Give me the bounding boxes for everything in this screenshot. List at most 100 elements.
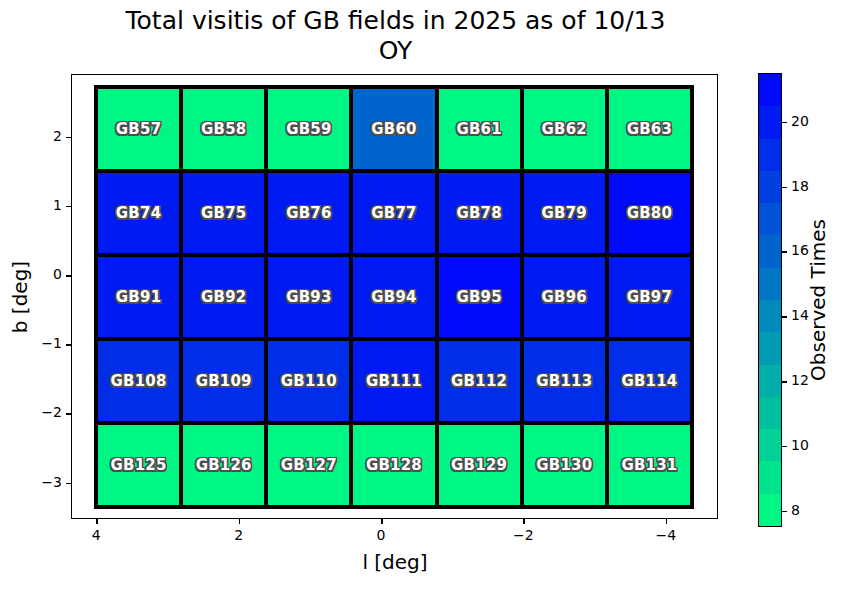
heatmap-cell: GB61: [439, 89, 520, 169]
colorbar-band: [759, 300, 781, 332]
heatmap-cell: GB63: [609, 89, 690, 169]
heatmap-cell: GB91: [98, 257, 179, 337]
heatmap-cell: GB112: [439, 341, 520, 421]
field-label: GB94: [371, 288, 416, 306]
heatmap-cell: GB126: [183, 425, 264, 505]
heatmap-cell: GB110: [268, 341, 349, 421]
field-label: GB125: [111, 456, 167, 474]
field-label: GB128: [366, 456, 422, 474]
field-label: GB112: [451, 372, 507, 390]
heatmap-cell: GB74: [98, 173, 179, 253]
colorbar-band: [759, 268, 781, 300]
colorbar-band: [759, 397, 781, 429]
heatmap-cell: GB79: [524, 173, 605, 253]
colorbar-band: [759, 365, 781, 397]
heatmap-cell: GB92: [183, 257, 264, 337]
x-tick-label: −4: [646, 527, 686, 543]
heatmap-grid: GB57 GB58 GB59 GB60 GB61 GB62 GB63 GB74 GB75 GB76…: [94, 85, 694, 509]
heatmap-cell: GB96: [524, 257, 605, 337]
heatmap-cell: GB129: [439, 425, 520, 505]
heatmap-cell: GB131: [609, 425, 690, 505]
x-axis-label: l [deg]: [362, 550, 427, 574]
colorbar-band: [759, 139, 781, 171]
heatmap-cell: GB97: [609, 257, 690, 337]
heatmap-cell: GB111: [353, 341, 434, 421]
colorbar-tick-mark: [782, 316, 787, 318]
field-label: GB79: [542, 204, 587, 222]
y-tick-mark: [66, 137, 71, 139]
y-tick-label: −1: [24, 335, 62, 351]
field-label: GB61: [456, 120, 501, 138]
field-label: GB78: [456, 204, 501, 222]
colorbar-band: [759, 494, 781, 526]
field-label: GB111: [366, 372, 422, 390]
heatmap-cell: GB58: [183, 89, 264, 169]
heatmap-cell: GB95: [439, 257, 520, 337]
field-label: GB74: [116, 204, 161, 222]
heatmap-cell: GB59: [268, 89, 349, 169]
colorbar-band: [759, 203, 781, 235]
chart-title: Total visitis of GB fields in 2025 as of…: [0, 6, 791, 66]
x-tick-label: −2: [503, 527, 543, 543]
field-label: GB108: [111, 372, 167, 390]
field-label: GB126: [196, 456, 252, 474]
heatmap-cell: GB60: [353, 89, 434, 169]
x-tick-label: 0: [361, 527, 401, 543]
colorbar-tick-label: 10: [791, 437, 809, 453]
field-label: GB114: [621, 372, 677, 390]
x-tick-mark: [96, 519, 98, 524]
heatmap-cell: GB128: [353, 425, 434, 505]
heatmap-cell: GB62: [524, 89, 605, 169]
field-label: GB97: [627, 288, 672, 306]
field-label: GB127: [281, 456, 337, 474]
colorbar-band: [759, 429, 781, 461]
heatmap-cell: GB130: [524, 425, 605, 505]
colorbar-tick-mark: [782, 381, 787, 383]
y-tick-mark: [66, 206, 71, 208]
heatmap-cell: GB75: [183, 173, 264, 253]
colorbar-tick-mark: [782, 122, 787, 124]
colorbar-tick-label: 20: [791, 113, 809, 129]
x-tick-label: 2: [219, 527, 259, 543]
field-label: GB57: [116, 120, 161, 138]
field-label: GB76: [286, 204, 331, 222]
field-label: GB95: [456, 288, 501, 306]
colorbar-tick-mark: [782, 511, 787, 513]
y-tick-mark: [66, 344, 71, 346]
colorbar-band: [759, 235, 781, 267]
field-label: GB131: [621, 456, 677, 474]
heatmap-cell: GB108: [98, 341, 179, 421]
colorbar: [758, 73, 782, 527]
x-tick-mark: [381, 519, 383, 524]
colorbar-tick-mark: [782, 187, 787, 189]
field-label: GB59: [286, 120, 331, 138]
heatmap-cell: GB109: [183, 341, 264, 421]
field-label: GB113: [536, 372, 592, 390]
y-tick-label: −2: [24, 404, 62, 420]
x-tick-mark: [239, 519, 241, 524]
field-label: GB129: [451, 456, 507, 474]
heatmap-cell: GB77: [353, 173, 434, 253]
y-tick-mark: [66, 483, 71, 485]
heatmap-cell: GB94: [353, 257, 434, 337]
field-label: GB62: [542, 120, 587, 138]
field-label: GB109: [196, 372, 252, 390]
y-tick-mark: [66, 275, 71, 277]
heatmap-cell: GB93: [268, 257, 349, 337]
colorbar-tick-label: 18: [791, 178, 809, 194]
colorbar-tick-mark: [782, 446, 787, 448]
colorbar-tick-mark: [782, 251, 787, 253]
field-label: GB110: [281, 372, 337, 390]
chart-title-line1: Total visitis of GB fields in 2025 as of…: [0, 6, 791, 36]
colorbar-label: Observed Times: [806, 219, 830, 381]
heatmap-cell: GB114: [609, 341, 690, 421]
colorbar-band: [759, 74, 781, 106]
heatmap-cell: GB80: [609, 173, 690, 253]
heatmap-cell: GB78: [439, 173, 520, 253]
y-tick-label: −3: [24, 474, 62, 490]
field-label: GB58: [201, 120, 246, 138]
x-tick-mark: [666, 519, 668, 524]
y-tick-label: 1: [24, 197, 62, 213]
heatmap-cell: GB113: [524, 341, 605, 421]
y-axis-label: b [deg]: [8, 261, 32, 333]
